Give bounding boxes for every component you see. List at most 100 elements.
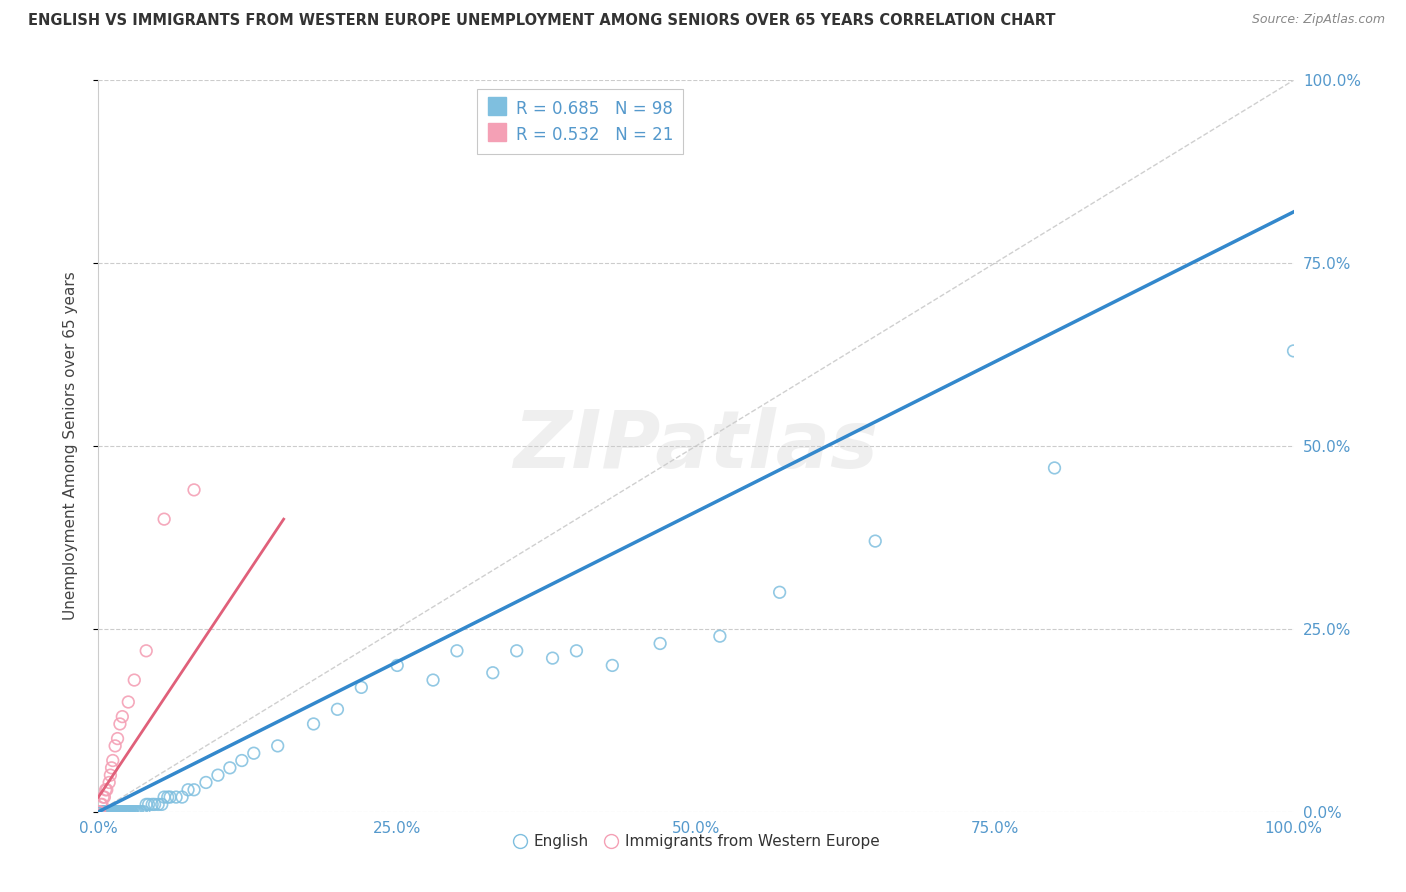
Point [422,673,444,687]
Point [108,805,131,819]
Point [100,805,122,819]
Point [108,805,131,819]
Point [506,644,529,658]
Point [96,805,118,819]
Point [94,805,117,819]
Point [98,805,122,819]
Point [219,761,242,775]
Point [107,805,129,819]
Point [153,512,176,526]
Point [131,805,153,819]
Point [111,805,134,819]
Point [446,644,468,658]
Y-axis label: Unemployment Among Seniors over 65 years: Unemployment Among Seniors over 65 years [63,272,77,620]
Point [350,681,373,695]
Point [108,717,131,731]
Point [91,805,114,819]
Point [117,805,139,819]
Point [150,797,173,812]
Point [481,665,505,680]
Point [98,805,121,819]
Point [1043,461,1066,475]
Point [709,629,731,643]
Point [101,805,124,819]
Point [100,805,122,819]
Point [132,805,155,819]
Point [91,805,114,819]
Point [112,805,135,819]
Point [111,805,134,819]
Point [114,805,136,819]
Point [98,768,122,782]
Point [177,782,200,797]
Point [143,797,166,812]
Point [302,717,325,731]
Point [96,782,118,797]
Point [91,805,114,819]
Point [89,805,111,819]
Point [94,805,117,819]
Point [101,754,124,768]
Point [243,746,266,760]
Point [94,782,117,797]
Point [107,805,129,819]
Point [107,805,129,819]
Point [97,805,120,819]
Point [90,805,112,819]
Point [98,805,122,819]
Point [326,702,349,716]
Point [183,483,205,497]
Point [159,790,181,805]
Point [385,658,409,673]
Point [207,768,229,782]
Point [865,534,887,549]
Point [115,805,138,819]
Point [112,805,135,819]
Point [648,636,672,650]
Point [104,739,127,753]
Point [98,805,122,819]
Text: ENGLISH VS IMMIGRANTS FROM WESTERN EUROPE UNEMPLOYMENT AMONG SENIORS OVER 65 YEA: ENGLISH VS IMMIGRANTS FROM WESTERN EUROP… [28,13,1056,29]
Point [148,797,170,812]
Point [141,797,163,812]
Point [124,673,146,687]
Point [107,805,129,819]
Text: Source: ZipAtlas.com: Source: ZipAtlas.com [1251,13,1385,27]
Point [110,805,132,819]
Point [135,644,157,658]
Point [117,805,139,819]
Point [121,805,143,819]
Point [93,790,115,805]
Point [115,805,138,819]
Point [111,709,134,723]
Point [565,644,588,658]
Point [105,805,128,819]
Point [267,739,290,753]
Point [127,805,149,819]
Point [115,805,138,819]
Point [98,805,121,819]
Point [1282,343,1305,358]
Point [118,805,141,819]
Point [124,805,146,819]
Point [121,805,143,819]
Point [93,805,115,819]
Point [156,790,179,805]
Point [107,731,129,746]
Point [93,805,115,819]
Point [124,805,146,819]
Point [135,797,157,812]
Point [91,805,114,819]
Point [96,805,118,819]
Point [97,805,120,819]
Point [96,805,118,819]
Point [165,790,187,805]
Text: ZIPatlas: ZIPatlas [513,407,879,485]
Point [231,754,253,768]
Point [138,797,160,812]
Point [195,775,218,789]
Point [103,805,125,819]
Point [120,805,142,819]
Point [541,651,564,665]
Point [602,658,624,673]
